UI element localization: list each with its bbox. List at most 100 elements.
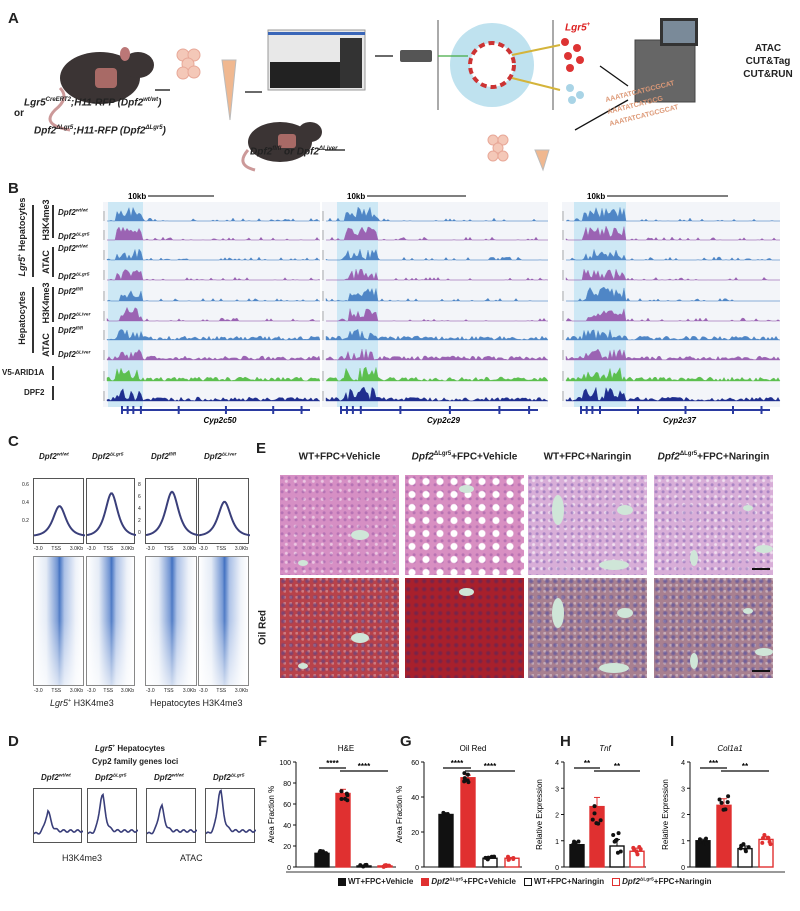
genotype-3: Dpf2fl/fl or Dpf2ΔLiver <box>250 146 338 158</box>
genotype-1: Lgr5CreERT2;H11-RFP (Dpf2wt/wt) <box>24 97 162 109</box>
vessel <box>755 545 773 553</box>
signal-track <box>107 206 320 222</box>
exon <box>132 406 135 414</box>
y-tick: 0.6 <box>22 482 29 488</box>
legend-label: WT+FPC+Vehicle <box>348 877 414 886</box>
vessel <box>689 653 698 669</box>
signal-track <box>565 367 781 382</box>
histology-column-title: WT+FPC+Naringin <box>526 451 649 462</box>
signal-track <box>325 349 549 361</box>
signal-track <box>106 349 321 361</box>
lgr5-positive-cells <box>561 38 584 72</box>
vessel <box>743 608 754 614</box>
histology-column-title-text: WT+FPC+Vehicle <box>298 451 381 463</box>
bracket-line <box>52 327 54 355</box>
panel-label-a: A <box>8 10 19 27</box>
significance-label: **** <box>451 759 464 768</box>
data-point <box>725 800 730 805</box>
histology-column-title: Dpf2ΔLgr5+FPC+Naringin <box>652 451 775 462</box>
signal-track <box>565 225 780 241</box>
profile-title: Dpf2ΔLgr5 <box>92 452 123 461</box>
signal-track <box>326 269 549 281</box>
vessel <box>617 505 634 515</box>
data-point <box>466 780 471 785</box>
cells-icon <box>487 134 509 162</box>
lgr5-positive-label: Lgr5+ <box>565 22 591 34</box>
panel-label-i: I <box>670 733 675 750</box>
signal-track <box>106 269 321 281</box>
profile-title: Dpf2wt/wt <box>41 773 71 782</box>
vessel <box>458 588 474 596</box>
histology-column-title-rest: +FPC+Vehicle <box>451 451 518 463</box>
exon <box>121 406 123 414</box>
histology-column-title-text: WT+FPC+Naringin <box>543 451 632 463</box>
d-xlabel-h3k4me3: H3K4me3 <box>62 853 103 863</box>
profile-title: Dpf2wt/wt <box>39 452 69 461</box>
legend-item: WT+FPC+Vehicle <box>338 877 413 886</box>
exon <box>126 406 129 414</box>
y-tick-label: 2 <box>681 813 685 820</box>
x-tick: TSS <box>163 688 174 694</box>
tube-icon <box>221 59 237 121</box>
legend-item: Dpf2ΔLgr5+FPC+Naringin <box>612 877 712 886</box>
y-tick-label: 4 <box>555 760 559 767</box>
significance-label: **** <box>484 762 497 771</box>
profile-title-text: Dpf2 <box>213 773 231 782</box>
signal-track <box>326 308 548 322</box>
x-tick: TSS <box>163 546 174 552</box>
y-tick-label: 80 <box>283 781 291 788</box>
exon <box>399 406 402 414</box>
data-point <box>571 842 576 847</box>
signal-track <box>106 248 320 261</box>
he-stain-image <box>528 475 647 575</box>
track-label: Dpf2ΔLiver <box>58 312 90 321</box>
signal-track <box>565 348 781 361</box>
y-axis-label: Relative Expression <box>661 779 670 850</box>
x-tick: -3.0 <box>34 546 43 552</box>
histology-column-title-text: Dpf2 <box>411 451 434 463</box>
heatmap-xlabel-lgr5: Lgr5+ H3K4me3 <box>50 698 114 708</box>
vessel <box>599 560 630 570</box>
histology-column-title-rest: +FPC+Naringin <box>697 451 770 463</box>
oil-red-image <box>405 578 524 678</box>
legend-label: WT+FPC+Naringin <box>533 877 605 886</box>
track-label: DPF2 <box>24 388 45 397</box>
bracket-line <box>52 386 54 400</box>
chart-title: Tnf <box>599 744 611 753</box>
scale-label: 10kb <box>347 192 365 201</box>
data-point <box>719 800 724 805</box>
data-point <box>462 776 467 781</box>
signal-track <box>565 268 780 281</box>
x-tick: 3.0Kb <box>120 688 134 694</box>
genome-browser-tracks: 10kb Cyp2c50 10kb Cyp2c29 10kb Cyp2c37 <box>103 192 781 425</box>
exon <box>637 406 639 414</box>
track-label-sup: ΔLiver <box>75 312 91 318</box>
cyp2-profile-plot <box>87 788 138 843</box>
cyp2-profile-plot <box>33 788 83 843</box>
tss-profile-plot <box>33 478 85 544</box>
signal-track <box>565 207 780 222</box>
signal-track <box>106 367 321 382</box>
x-tick: 3.0Kb <box>69 688 83 694</box>
heatmap-xlabel-lgr5-rest: H3K4me3 <box>71 698 114 708</box>
histology-column-title-text: Dpf2 <box>657 451 680 463</box>
exon <box>760 406 763 414</box>
vessel <box>743 505 754 511</box>
data-point <box>363 863 368 868</box>
vessel <box>599 663 630 673</box>
d-title-sup: + <box>112 744 116 750</box>
profile-title-text: Dpf2 <box>41 773 59 782</box>
track-label-sup: ΔLgr5 <box>75 232 90 238</box>
y-tick-label: 0 <box>287 865 291 872</box>
y-tick: 6 <box>138 494 141 500</box>
data-point <box>743 847 748 852</box>
data-point <box>746 845 751 850</box>
profile-title-sup: ΔLgr5 <box>230 773 245 779</box>
panel-label-e: E <box>256 440 267 457</box>
sequencer-icon <box>634 18 698 103</box>
x-tick: -3.0 <box>34 688 43 694</box>
y-tick-label: 2 <box>555 813 559 820</box>
data-point <box>638 847 643 852</box>
vessel <box>689 550 698 566</box>
significance-label: ** <box>742 762 749 771</box>
